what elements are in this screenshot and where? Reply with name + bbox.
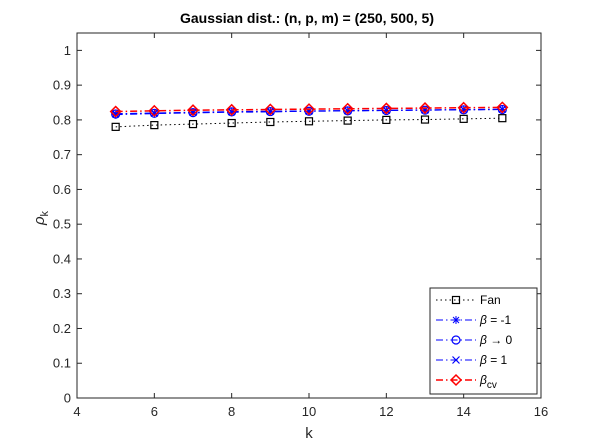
- legend-label-rest: → 0: [487, 333, 513, 347]
- x-tick-label: 14: [456, 404, 470, 419]
- y-tick-label: 0: [64, 391, 71, 406]
- data-point: [382, 115, 391, 125]
- series-line: [115, 106, 503, 113]
- axes: 4 6 8 10 12 14 16 0 0.1 0.2 0.3 0.4 0.5 0.6 0.7 0.8 0.9 1: [53, 32, 548, 419]
- y-tick-label: 0.9: [53, 78, 71, 93]
- y-axis-label-sub: k: [39, 210, 51, 216]
- data-point: [498, 114, 507, 123]
- legend-marker: [452, 356, 460, 364]
- legend-label: β = -1: [479, 313, 512, 327]
- data-point: [266, 117, 275, 127]
- y-axis-label: ρk: [31, 210, 51, 226]
- data-point: [225, 103, 238, 116]
- data-point: [186, 104, 200, 117]
- legend-marker: [451, 295, 461, 305]
- legend-item: β = -1: [436, 313, 512, 327]
- data-point: [302, 103, 316, 116]
- legend-beta-symbol: β: [479, 333, 487, 347]
- series-4: [109, 101, 509, 118]
- x-axis-label: k: [305, 425, 313, 442]
- data-point: [341, 102, 354, 115]
- data-point: [420, 115, 430, 124]
- legend-label-rest: = 1: [487, 353, 508, 367]
- data-point: [266, 107, 275, 116]
- data-point: [111, 122, 120, 131]
- x-tick-label: 12: [379, 404, 393, 419]
- legend-marker: [452, 316, 460, 324]
- series-0: [111, 114, 507, 131]
- x-tick-label: 16: [534, 404, 548, 419]
- y-tick-label: 0.4: [53, 251, 71, 266]
- legend-label: β → 0: [479, 333, 513, 347]
- y-tick-label: 0.3: [53, 286, 71, 301]
- data-point: [150, 121, 159, 130]
- data-point: [459, 114, 468, 123]
- data-point: [109, 105, 122, 118]
- series-layer: [109, 101, 509, 131]
- legend-label: Fan: [480, 293, 501, 307]
- data-point: [496, 101, 509, 114]
- legend-beta-symbol: β: [479, 373, 487, 387]
- data-point: [498, 105, 507, 114]
- y-axis-label-main: ρ: [31, 216, 48, 226]
- series-3: [111, 105, 507, 118]
- data-point: [457, 101, 470, 114]
- legend-label: βcv: [479, 373, 497, 391]
- series-line: [115, 117, 503, 128]
- legend-marker: [451, 335, 461, 345]
- x-tick-label: 10: [302, 404, 316, 419]
- legend-box: [429, 287, 538, 395]
- data-point: [380, 102, 393, 115]
- y-tick-label: 0.2: [53, 321, 71, 336]
- y-tick-label: 0.5: [53, 217, 71, 232]
- data-point: [150, 109, 159, 117]
- legend-label: β = 1: [479, 353, 508, 367]
- y-tick-label: 0.1: [53, 356, 71, 371]
- y-tick-label: 0.7: [53, 147, 71, 162]
- x-tick-label: 8: [228, 404, 235, 419]
- data-point: [111, 110, 120, 119]
- data-point: [418, 102, 432, 115]
- legend-label-rest: = -1: [487, 313, 512, 327]
- x-tick-label: 4: [73, 404, 80, 419]
- legend-marker: [449, 373, 463, 387]
- data-point: [188, 119, 198, 129]
- legend-item: β = 1: [436, 353, 508, 367]
- legend-item: βcv: [436, 373, 497, 391]
- legend-beta-symbol: β: [479, 353, 487, 367]
- y-tick-label: 1: [64, 43, 71, 58]
- x-tick-label: 6: [151, 404, 158, 419]
- data-point: [382, 106, 391, 115]
- data-point: [148, 104, 161, 117]
- data-point: [343, 116, 352, 125]
- chart-title: Gaussian dist.: (n, p, m) = (250, 500, 5…: [180, 10, 434, 26]
- legend-item: β → 0: [436, 333, 513, 347]
- y-tick-label: 0.8: [53, 112, 71, 127]
- legend-label-sub: cv: [487, 380, 497, 391]
- y-tick-label: 0.6: [53, 182, 71, 197]
- data-point: [227, 118, 236, 128]
- data-point: [264, 103, 277, 116]
- legend-beta-symbol: β: [479, 313, 487, 327]
- legend-item: Fan: [436, 293, 501, 307]
- data-point: [304, 117, 314, 126]
